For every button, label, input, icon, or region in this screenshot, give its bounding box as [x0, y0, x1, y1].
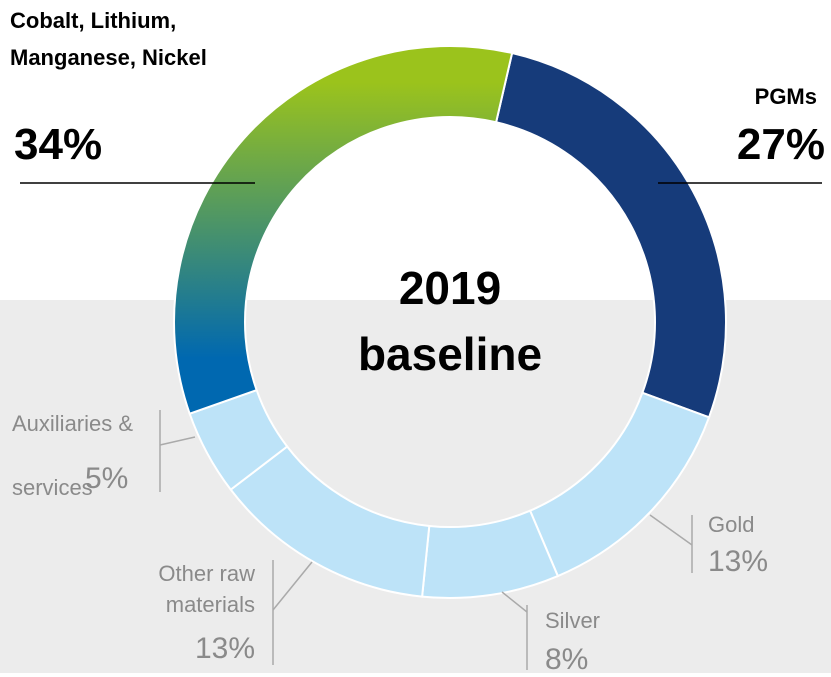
segment-value: 8%: [545, 643, 589, 676]
donut-segment: [173, 45, 514, 415]
segment-value: 13%: [708, 545, 769, 578]
segment-label: Gold: [708, 512, 755, 537]
segment-label: Auxiliaries & services: [12, 411, 134, 500]
segment-value: 5%: [85, 462, 129, 495]
segment-label: Silver: [545, 608, 601, 633]
center-text: 2019 baseline: [357, 262, 543, 380]
leader-line: [159, 436, 196, 446]
segment-value: 13%: [194, 632, 255, 665]
leader-line: [649, 514, 693, 546]
leader-line: [272, 561, 313, 611]
leader-line: [501, 591, 528, 613]
segment-label: PGMs: [754, 84, 817, 109]
segment-label: Cobalt, Lithium, Manganese, Nickel: [10, 8, 207, 70]
segment-value: 27%: [736, 120, 825, 169]
donut-segment: [229, 445, 431, 598]
segment-value: 34%: [14, 120, 103, 169]
segment-label: Other raw materials: [158, 561, 255, 617]
donut-segment: [528, 391, 711, 578]
